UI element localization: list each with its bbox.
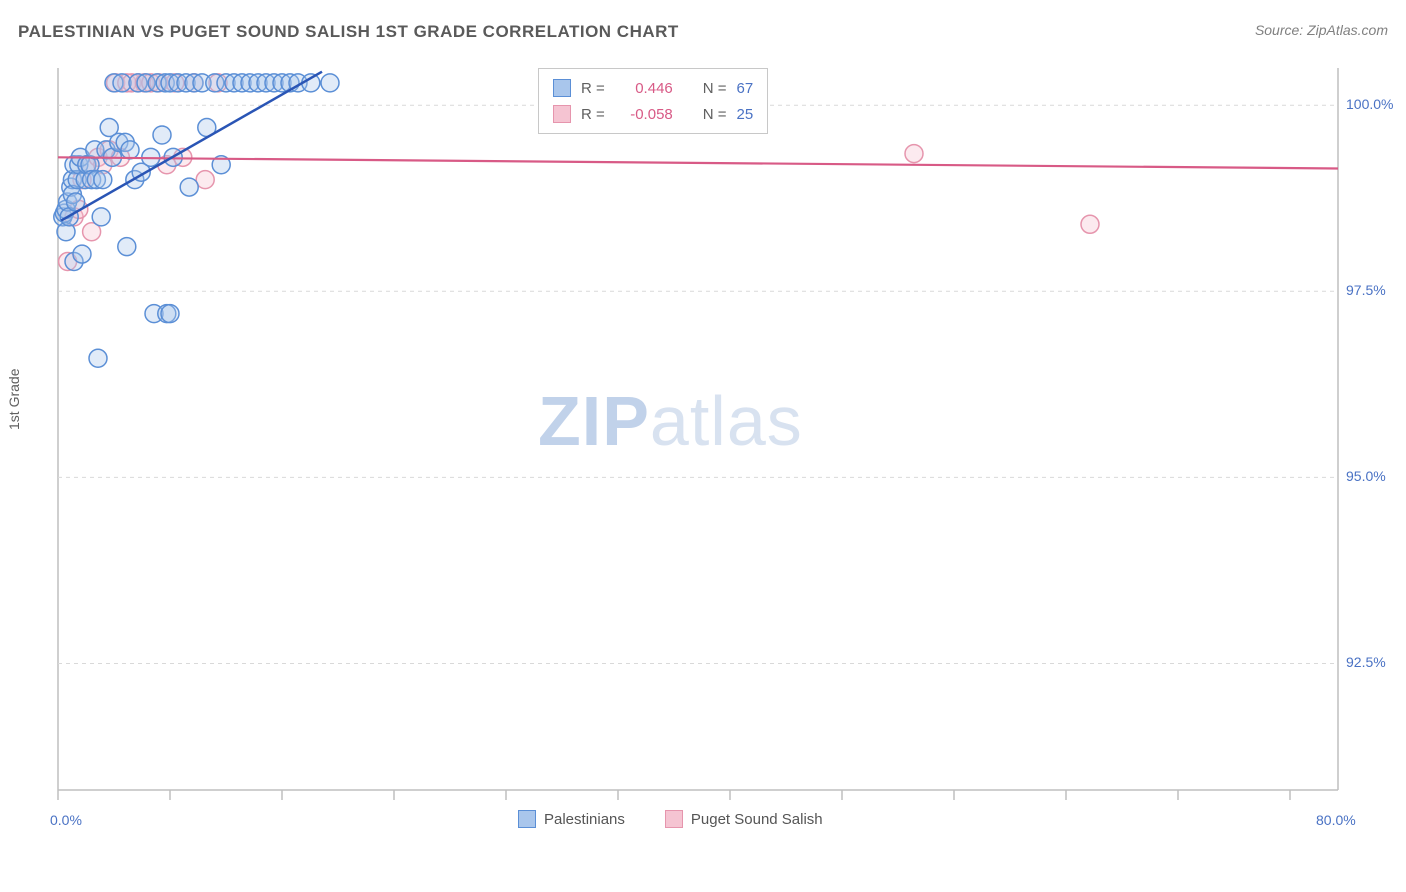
legend-row-a: R = 0.446 N = 67 — [553, 75, 753, 101]
chart-title: PALESTINIAN VS PUGET SOUND SALISH 1ST GR… — [18, 22, 679, 42]
legend-row-b: R = -0.058 N = 25 — [553, 101, 753, 127]
r-label: R = — [581, 80, 605, 97]
series-legend: Palestinians Puget Sound Salish — [518, 810, 823, 828]
legend-item-palestinians: Palestinians — [518, 810, 625, 828]
n-label: N = — [703, 106, 727, 123]
y-tick-label: 97.5% — [1346, 282, 1386, 298]
legend-label-b: Puget Sound Salish — [691, 811, 823, 828]
y-axis-label: 1st Grade — [6, 369, 22, 430]
source-attribution: Source: ZipAtlas.com — [1255, 22, 1388, 38]
swatch-puget — [553, 105, 571, 123]
n-label: N = — [703, 80, 727, 97]
plot-svg — [48, 60, 1388, 805]
r-value-a: 0.446 — [615, 80, 673, 97]
n-value-b: 25 — [737, 106, 754, 123]
n-value-a: 67 — [737, 80, 754, 97]
y-tick-label: 100.0% — [1346, 96, 1393, 112]
x-tick-label: 80.0% — [1316, 812, 1356, 828]
swatch-palestinians — [553, 79, 571, 97]
correlation-legend: R = 0.446 N = 67 R = -0.058 N = 25 — [538, 68, 768, 134]
swatch-puget-icon — [665, 810, 683, 828]
swatch-palestinians-icon — [518, 810, 536, 828]
legend-item-puget: Puget Sound Salish — [665, 810, 823, 828]
legend-label-a: Palestinians — [544, 811, 625, 828]
r-value-b: -0.058 — [615, 106, 673, 123]
scatter-plot — [48, 60, 1388, 805]
y-tick-label: 95.0% — [1346, 468, 1386, 484]
x-tick-label: 0.0% — [50, 812, 82, 828]
y-tick-label: 92.5% — [1346, 654, 1386, 670]
r-label: R = — [581, 106, 605, 123]
